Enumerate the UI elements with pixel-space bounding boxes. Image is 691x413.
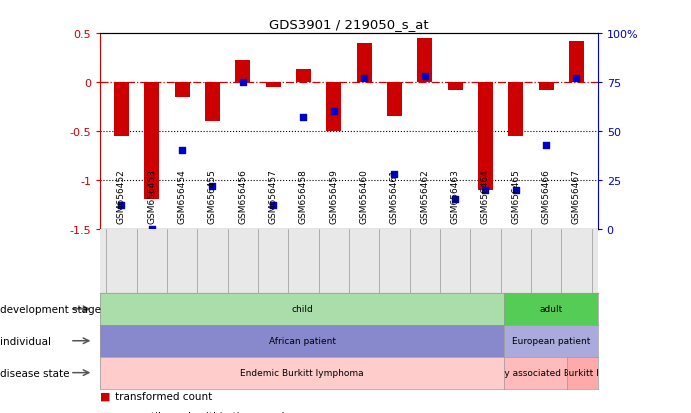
Bar	[144, 83, 160, 200]
Text: ■: ■	[100, 411, 111, 413]
Bar	[569, 42, 584, 83]
Text: development stage: development stage	[0, 304, 101, 314]
Bar	[265, 83, 281, 88]
Bar	[417, 39, 433, 83]
Text: Endemic Burkitt lymphoma: Endemic Burkitt lymphoma	[240, 368, 364, 377]
Bar	[538, 83, 553, 90]
Text: Sporadic Burkitt lymphoma: Sporadic Burkitt lymphoma	[520, 368, 644, 377]
Text: individual: individual	[0, 336, 51, 346]
Point	[450, 197, 461, 203]
Point	[116, 202, 127, 209]
Point	[237, 79, 248, 86]
Point	[419, 74, 430, 80]
Point	[389, 171, 400, 178]
Point	[480, 187, 491, 193]
Point	[359, 76, 370, 82]
Point	[207, 183, 218, 190]
Point	[510, 187, 521, 193]
Bar	[387, 83, 402, 117]
Point	[571, 76, 582, 82]
Bar	[114, 83, 129, 136]
Text: African patient: African patient	[269, 337, 336, 345]
Bar	[357, 44, 372, 83]
Text: ■: ■	[100, 391, 111, 401]
Text: percentile rank within the sample: percentile rank within the sample	[115, 411, 292, 413]
Bar	[478, 83, 493, 190]
Point	[540, 142, 551, 149]
Bar	[508, 83, 523, 136]
Text: transformed count: transformed count	[115, 391, 213, 401]
Point	[177, 148, 188, 154]
Bar	[175, 83, 190, 97]
Point	[267, 202, 278, 209]
Text: adult: adult	[540, 305, 562, 313]
Point	[328, 109, 339, 115]
Point	[146, 226, 158, 233]
Bar	[235, 61, 250, 83]
Point	[298, 114, 309, 121]
Title: GDS3901 / 219050_s_at: GDS3901 / 219050_s_at	[269, 18, 429, 31]
Text: Immunodeficiency associated Burkitt lymphoma: Immunodeficiency associated Burkitt lymp…	[426, 368, 645, 377]
Text: child: child	[292, 305, 313, 313]
Bar	[296, 70, 311, 83]
Bar	[326, 83, 341, 131]
Text: disease state: disease state	[0, 368, 70, 378]
Bar	[205, 83, 220, 122]
Bar	[448, 83, 463, 90]
Text: European patient: European patient	[512, 337, 590, 345]
